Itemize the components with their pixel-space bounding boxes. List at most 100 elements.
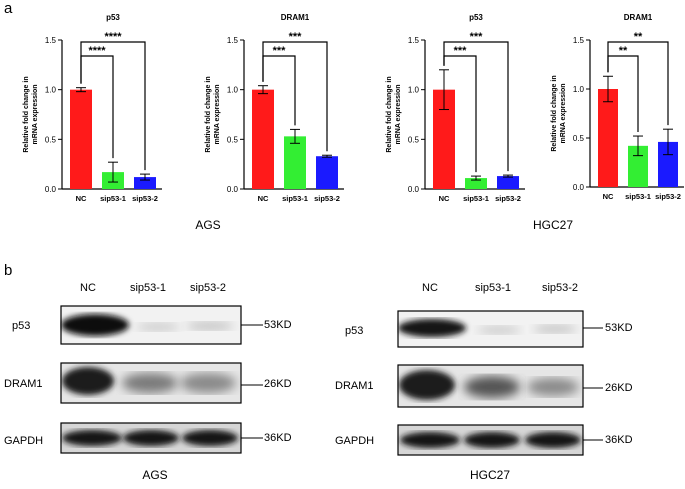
y-tick-label: 0.0 bbox=[227, 185, 239, 194]
lane-label-nc-hgc27: NC bbox=[422, 282, 438, 294]
significance-label: *** bbox=[289, 31, 303, 43]
bar-sip53-2 bbox=[134, 177, 156, 189]
category-label: sip53-1 bbox=[282, 194, 308, 203]
blot-image-ags bbox=[60, 305, 263, 454]
row-label-p53-hgc27: p53 bbox=[345, 325, 364, 337]
band-gapdh-nc bbox=[62, 430, 122, 446]
chart-title: DRAM1 bbox=[281, 13, 310, 22]
band-dram1-sip53-2-hgc27 bbox=[527, 378, 579, 396]
category-label: sip53-2 bbox=[132, 194, 158, 203]
y-tick-label: 1.0 bbox=[45, 86, 57, 95]
category-label: sip53-2 bbox=[314, 194, 340, 203]
band-dram1-sip53-1 bbox=[122, 373, 178, 393]
band-dram1-nc bbox=[62, 367, 114, 395]
significance-label: ** bbox=[634, 31, 643, 43]
band-gapdh-sip53-2-hgc27 bbox=[525, 432, 581, 448]
band-gapdh-sip53-1 bbox=[123, 430, 179, 446]
bar-charts: 0.0 0.5 1.0 1.5 p53 Relative fold change in mR… bbox=[23, 13, 684, 203]
lane-label-sip53-1: sip53-1 bbox=[129, 282, 167, 294]
band-dram1-sip53-2 bbox=[180, 373, 236, 393]
chart-hgc27-p53: 0.0 0.5 1.0 1.5 p53 Relative fold change in mR… bbox=[386, 13, 525, 203]
band-dram1-nc-hgc27 bbox=[399, 370, 455, 400]
significance-label: ** bbox=[619, 45, 628, 57]
significance-bracket bbox=[607, 41, 669, 126]
y-tick-label: 0.0 bbox=[573, 183, 585, 192]
category-label: sip53-2 bbox=[655, 192, 681, 201]
y-axis-label: Relative fold change in mRNA expression bbox=[23, 76, 39, 152]
band-p53-sip53-2-hgc27 bbox=[533, 325, 577, 333]
y-tick-label: 1.0 bbox=[227, 86, 239, 95]
significance-bracket bbox=[262, 41, 328, 152]
band-dram1-sip53-1-hgc27 bbox=[464, 376, 520, 398]
size-label-26kd-hgc27: 26KD bbox=[605, 382, 633, 394]
chart-title: p53 bbox=[469, 13, 483, 22]
lane-label-nc: NC bbox=[80, 282, 96, 294]
lane-label-sip53-2: sip53-2 bbox=[189, 282, 227, 294]
chart-hgc27-dram1: 0.0 0.5 1.0 1.5 DRAM1 Relative fold change in… bbox=[551, 13, 684, 201]
bar-NC bbox=[598, 89, 618, 187]
category-label: sip53-2 bbox=[495, 194, 521, 203]
row-label-p53: p53 bbox=[12, 320, 31, 332]
y-tick-label: 0.0 bbox=[408, 185, 420, 194]
size-label-36kd: 36KD bbox=[264, 432, 292, 444]
significance-bracket bbox=[80, 41, 146, 171]
bar-NC bbox=[70, 89, 92, 189]
category-label: sip53-1 bbox=[100, 194, 126, 203]
panel-b-label: b bbox=[4, 262, 13, 279]
y-tick-label: 1.0 bbox=[408, 86, 420, 95]
band-p53-sip53-1-hgc27 bbox=[477, 326, 521, 334]
category-label: sip53-1 bbox=[463, 194, 489, 203]
blot-image-hgc27 bbox=[397, 310, 603, 456]
band-gapdh-sip53-1-hgc27 bbox=[464, 432, 520, 448]
blot-ags: NC sip53-1 sip53-2 p53 DRAM1 GAPDH 53KD … bbox=[0, 270, 340, 489]
band-p53-nc bbox=[61, 314, 129, 336]
row-label-gapdh: GAPDH bbox=[4, 435, 44, 447]
category-label: NC bbox=[258, 194, 269, 203]
significance-label: *** bbox=[273, 45, 287, 57]
category-label: NC bbox=[439, 194, 450, 203]
band-gapdh-sip53-2 bbox=[182, 430, 238, 446]
panel-a-label: a bbox=[4, 0, 13, 17]
lane-label-sip53-2-hgc27: sip53-2 bbox=[541, 282, 579, 294]
y-tick-label: 1.0 bbox=[573, 85, 585, 94]
category-label: NC bbox=[603, 192, 614, 201]
chart-title: DRAM1 bbox=[624, 13, 653, 22]
band-p53-sip53-2 bbox=[186, 322, 234, 330]
cell-line-label-ags-a: AGS bbox=[195, 218, 221, 232]
significance-label: *** bbox=[454, 45, 468, 57]
bar-sip53-1 bbox=[465, 178, 487, 189]
y-axis-label: Relative fold change in mRNA expression bbox=[205, 76, 221, 152]
blot-hgc27: NC sip53-1 sip53-2 p53 DRAM1 GAPDH 53KD … bbox=[335, 270, 685, 489]
bar-NC bbox=[433, 89, 455, 189]
y-tick-label: 1.5 bbox=[573, 36, 585, 45]
y-axis-label: Relative fold change in mRNA expression bbox=[551, 75, 567, 151]
bar-sip53-1 bbox=[284, 136, 306, 189]
significance-label: **** bbox=[104, 31, 122, 43]
y-tick-label: 0.5 bbox=[408, 135, 420, 144]
significance-label: **** bbox=[88, 45, 106, 57]
row-label-dram1-hgc27: DRAM1 bbox=[335, 380, 374, 392]
y-tick-label: 1.5 bbox=[45, 36, 57, 45]
size-label-36kd-hgc27: 36KD bbox=[605, 434, 633, 446]
band-gapdh-nc-hgc27 bbox=[400, 432, 460, 448]
cell-line-label-hgc27-a: HGC27 bbox=[532, 218, 573, 232]
y-tick-label: 1.5 bbox=[227, 36, 239, 45]
y-tick-label: 0.5 bbox=[227, 135, 239, 144]
significance-label: *** bbox=[470, 31, 484, 43]
size-label-53kd-hgc27: 53KD bbox=[605, 322, 633, 334]
blot-cell-line-ags: AGS bbox=[142, 468, 168, 482]
row-label-dram1: DRAM1 bbox=[4, 378, 43, 390]
category-label: NC bbox=[76, 194, 87, 203]
chart-ags-dram1: 0.0 0.5 1.0 1.5 DRAM1 Relative fold change in… bbox=[205, 13, 344, 203]
blot-cell-line-hgc27: HGC27 bbox=[469, 468, 510, 482]
chart-ags-p53: 0.0 0.5 1.0 1.5 p53 Relative fold change in mR… bbox=[23, 13, 162, 203]
size-label-53kd: 53KD bbox=[264, 319, 292, 331]
bar-sip53-2 bbox=[658, 141, 678, 187]
chart-title: p53 bbox=[106, 13, 120, 22]
band-p53-nc-hgc27 bbox=[398, 319, 466, 337]
lane-label-sip53-1-hgc27: sip53-1 bbox=[474, 282, 512, 294]
bar-sip53-2 bbox=[316, 156, 338, 189]
bar-NC bbox=[252, 89, 274, 189]
y-tick-label: 1.5 bbox=[408, 36, 420, 45]
y-axis-label: Relative fold change in mRNA expression bbox=[386, 76, 402, 152]
